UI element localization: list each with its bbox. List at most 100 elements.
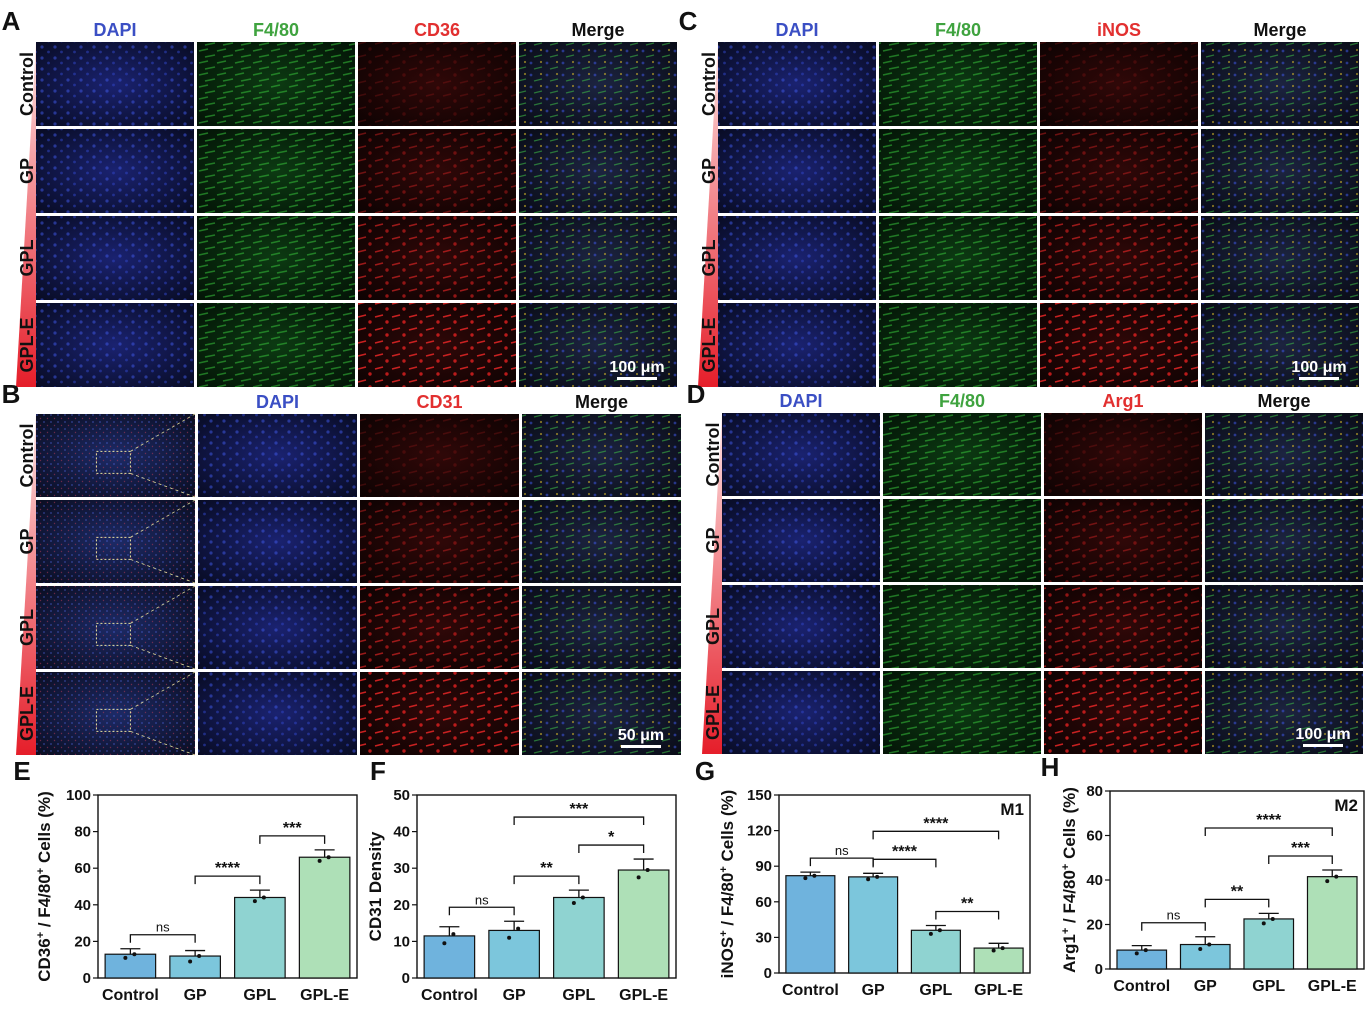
plot-frame xyxy=(416,794,677,979)
column-header-dapi: DAPI xyxy=(779,391,822,411)
data-point xyxy=(645,868,650,873)
significance-bracket xyxy=(129,934,196,943)
chart-h: H 0 20 40 60 80 Arg1+ / F4/80+ Cells (%) Contro… xyxy=(1041,752,1365,995)
column-header-merge: Merge xyxy=(1257,391,1310,411)
data-point xyxy=(261,895,266,900)
panel-label: G xyxy=(695,756,715,786)
x-category-label: GPL xyxy=(243,987,276,1004)
scale-bar-label: 100 μm xyxy=(609,359,664,376)
data-point xyxy=(1143,948,1148,953)
row-label-gp: GP xyxy=(17,158,37,184)
column-header-f4-80: F4/80 xyxy=(253,20,299,40)
micrograph-tile xyxy=(519,129,677,213)
micrograph-tile xyxy=(36,216,194,300)
significance-label: * xyxy=(608,829,615,846)
column-header-cd31: CD31 xyxy=(416,392,462,412)
y-axis-label-tail: Cells (%) xyxy=(718,790,737,867)
scale-bar xyxy=(621,745,661,748)
column-header-dapi: DAPI xyxy=(775,20,818,40)
y-tick-label: 120 xyxy=(747,823,772,840)
scale-bar xyxy=(617,377,657,380)
zoom-region-box xyxy=(95,536,131,560)
micrograph-tile xyxy=(36,303,194,387)
row-label-gp: GP xyxy=(703,527,723,553)
column-header-merge: Merge xyxy=(571,20,624,40)
error-bar xyxy=(800,871,821,876)
bar-gpl xyxy=(1243,918,1295,970)
micrograph-tile xyxy=(198,672,357,755)
microscopy-panels: A DAPI F4/80 CD36 Merge Control GP GPL GPL-E 100 … xyxy=(2,6,1363,756)
y-axis-label-main: Arg1 xyxy=(1060,934,1079,973)
y-tick-label: 60 xyxy=(1086,828,1103,845)
micrograph-tile xyxy=(718,303,876,387)
data-point xyxy=(326,855,331,860)
zoom-region-box xyxy=(95,622,131,646)
y-tick-label: 20 xyxy=(1086,917,1103,934)
micrograph-tile xyxy=(879,129,1037,213)
data-point xyxy=(197,954,202,959)
plot-frame xyxy=(97,794,358,979)
data-point xyxy=(1134,951,1139,956)
plot-frame xyxy=(778,794,1031,974)
micrograph-tile xyxy=(519,42,677,126)
micrograph-tile xyxy=(879,42,1037,126)
micrograph-tile xyxy=(197,42,355,126)
y-axis-label-mid: / F4/80 xyxy=(35,874,54,932)
micrograph-tile xyxy=(36,129,194,213)
bar-gpl-e xyxy=(617,869,670,979)
data-point xyxy=(1270,916,1275,921)
error-bar xyxy=(1322,869,1343,877)
significance-label: ns xyxy=(835,843,849,858)
data-point xyxy=(507,935,512,940)
significance-bracket xyxy=(1204,898,1270,908)
micrograph-tile xyxy=(360,672,519,755)
bar-control xyxy=(104,953,157,979)
polarization-tag: M1 xyxy=(1000,800,1024,819)
row-label-gpl: GPL xyxy=(17,239,37,276)
significance-bracket xyxy=(872,830,1000,840)
bar-gp xyxy=(848,876,899,974)
y-axis-label: Arg1+ / F4/80+ Cells (%) xyxy=(1060,787,1079,973)
row-label-control: Control xyxy=(17,424,37,488)
significance-label: *** xyxy=(283,820,302,837)
significance-label: ns xyxy=(475,892,489,907)
micrograph-tile xyxy=(1040,216,1198,300)
data-point xyxy=(928,931,933,936)
data-point xyxy=(188,959,193,964)
y-tick-label: 0 xyxy=(83,970,91,987)
error-bar xyxy=(1258,912,1279,919)
significance-label: *** xyxy=(1291,840,1310,857)
micrograph-tile xyxy=(360,414,519,497)
panel-a: A DAPI F4/80 CD36 Merge Control GP GPL GPL-E 100 … xyxy=(2,6,677,387)
data-point xyxy=(1000,946,1005,951)
bar-gpl xyxy=(910,929,961,974)
micrograph-tile xyxy=(879,303,1037,387)
data-point xyxy=(1198,946,1203,951)
y-axis-label: iNOS+ / F4/80+ Cells (%) xyxy=(718,790,737,979)
micrograph-tile xyxy=(522,672,681,755)
y-tick-label: 30 xyxy=(755,929,772,946)
zoom-region-box xyxy=(95,450,131,474)
scale-bar-label: 100 μm xyxy=(1291,359,1346,376)
scale-bar xyxy=(1303,744,1343,747)
row-label-gpl-e: GPL-E xyxy=(17,686,37,741)
column-header-arg1: Arg1 xyxy=(1102,391,1143,411)
row-label-gpl: GPL xyxy=(699,239,719,276)
y-tick-label: 0 xyxy=(764,965,772,982)
y-tick-label: 80 xyxy=(74,824,91,841)
column-header-inos: iNOS xyxy=(1097,20,1141,40)
data-point xyxy=(442,941,447,946)
micrograph-tile xyxy=(1205,585,1363,668)
significance-bracket xyxy=(872,858,937,868)
chart-e: E 0 20 40 60 80 100 CD36+ / F4/80+ Cells (%) Con… xyxy=(13,756,358,1004)
micrograph-tile xyxy=(1040,303,1198,387)
x-category-label: Control xyxy=(782,982,839,999)
x-category-label: GPL-E xyxy=(1308,978,1357,995)
bar-gpl-e xyxy=(1306,876,1358,970)
y-tick-label: 30 xyxy=(393,860,410,877)
panel-label: D xyxy=(687,379,706,409)
row-label-gpl-e: GPL-E xyxy=(703,685,723,740)
row-label-control: Control xyxy=(703,423,723,487)
row-label-gp: GP xyxy=(699,158,719,184)
